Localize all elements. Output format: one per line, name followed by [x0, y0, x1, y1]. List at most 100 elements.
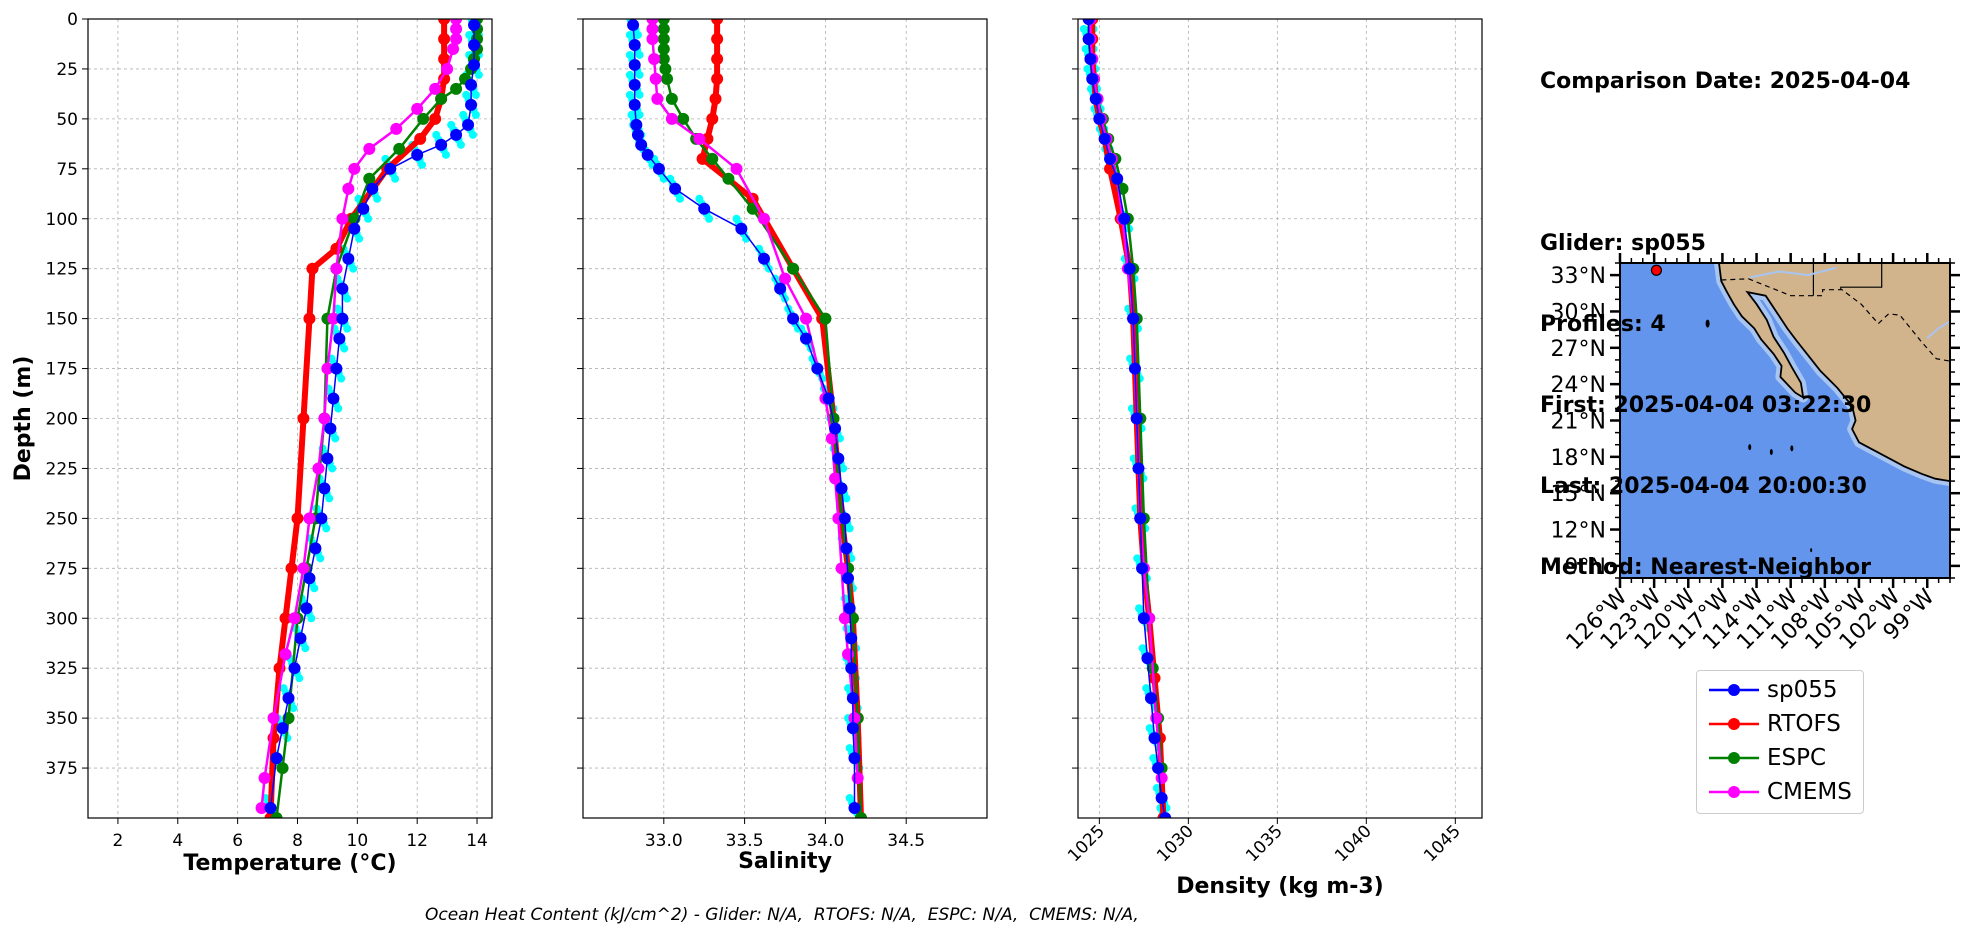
- data-point-cmems: [348, 162, 361, 175]
- data-point-espc: [363, 172, 376, 185]
- x-axis-label: Density (kg m-3): [1176, 874, 1384, 899]
- y-tick-label: 300: [46, 609, 78, 629]
- raw-glider-point: [839, 464, 848, 473]
- data-point-glider: [628, 78, 641, 91]
- data-point-espc: [659, 62, 672, 75]
- data-point-glider: [366, 182, 379, 195]
- raw-glider-point: [845, 524, 854, 533]
- data-point-glider: [845, 632, 858, 645]
- raw-glider-point: [635, 50, 644, 59]
- comparison-info: Comparison Date: 2025-04-04 Glider: sp05…: [1540, 14, 1910, 608]
- legend-label-cmems: CMEMS: [1767, 779, 1852, 805]
- x-tick-label: 4: [172, 831, 183, 851]
- data-point-glider: [628, 98, 641, 111]
- island: [1705, 319, 1710, 328]
- data-point-cmems: [450, 22, 463, 35]
- data-point-glider: [787, 312, 800, 325]
- raw-glider-point: [1164, 819, 1172, 827]
- y-tick-label: 125: [46, 260, 78, 280]
- x-tick-label: 33.5: [726, 831, 764, 851]
- last-profile-time: Last: 2025-04-04 20:00:30: [1540, 474, 1867, 499]
- data-point-glider: [435, 138, 448, 151]
- data-point-espc: [657, 32, 670, 45]
- data-point-glider: [294, 632, 307, 645]
- data-point-glider: [1155, 792, 1168, 805]
- data-point-cmems: [757, 212, 770, 225]
- data-point-glider: [303, 572, 316, 585]
- x-tick-label: 1030: [1153, 821, 1198, 866]
- legend-item-rtofs: RTOFS: [1697, 707, 1863, 741]
- data-point-glider: [757, 252, 770, 265]
- legend-marker-glider: [1709, 684, 1759, 696]
- raw-glider-point: [471, 110, 480, 119]
- data-point-glider: [843, 602, 856, 615]
- data-point-glider: [450, 128, 463, 141]
- data-point-rtofs: [414, 132, 427, 145]
- data-point-rtofs: [709, 92, 722, 105]
- data-point-glider: [288, 662, 301, 675]
- data-point-glider: [462, 118, 475, 131]
- data-point-espc: [657, 52, 670, 65]
- data-point-cmems: [288, 612, 301, 625]
- data-point-glider: [282, 692, 295, 705]
- data-point-cmems: [297, 562, 310, 575]
- data-point-glider: [1148, 732, 1161, 745]
- legend: sp055 RTOFS ESPC CMEMS: [1696, 670, 1864, 814]
- data-point-cmems: [648, 52, 661, 65]
- x-tick-label: 6: [232, 831, 243, 851]
- data-point-cmems: [441, 62, 454, 75]
- data-point-rtofs: [438, 32, 451, 45]
- y-tick-label: 75: [56, 160, 78, 180]
- data-point-cmems: [693, 132, 706, 145]
- first-profile-time: First: 2025-04-04 03:22:30: [1540, 393, 1872, 418]
- raw-glider-point: [842, 494, 851, 503]
- raw-glider-point: [468, 130, 477, 139]
- data-point-glider: [1082, 32, 1095, 45]
- data-point-espc: [435, 92, 448, 105]
- y-tick-label: 25: [56, 60, 78, 80]
- x-tick-label: 34.0: [806, 831, 844, 851]
- x-tick-label: 34.5: [887, 831, 925, 851]
- latitude-label: 18°N: [1551, 446, 1606, 471]
- profile-panel-1: 0 25 50 75 100 125 150 175 200 225 250 275 300 325 350…: [11, 10, 493, 876]
- data-point-espc: [657, 19, 670, 25]
- island: [1769, 449, 1773, 455]
- data-point-cmems: [318, 412, 331, 425]
- raw-glider-point: [289, 704, 298, 713]
- latitude-label: 21°N: [1551, 410, 1606, 435]
- data-point-cmems: [842, 648, 855, 661]
- raw-glider-point: [635, 90, 644, 99]
- data-point-glider: [669, 182, 682, 195]
- data-point-glider: [846, 692, 859, 705]
- legend-marker-rtofs: [1709, 718, 1759, 730]
- raw-glider-point: [355, 234, 364, 243]
- data-point-cmems: [450, 32, 463, 45]
- raw-glider-point: [628, 19, 629, 20]
- island: [1748, 444, 1752, 451]
- raw-glider-point: [316, 554, 325, 563]
- data-point-cmems: [825, 432, 838, 445]
- raw-glider-point: [1082, 10, 1090, 18]
- data-point-glider: [840, 542, 853, 555]
- data-point-glider: [327, 392, 340, 405]
- legend-label-rtofs: RTOFS: [1767, 711, 1841, 737]
- data-point-glider: [838, 512, 851, 525]
- data-point-rtofs: [303, 312, 316, 325]
- data-point-rtofs: [291, 512, 304, 525]
- data-point-rtofs: [438, 72, 451, 85]
- data-point-rtofs: [438, 19, 451, 25]
- raw-glider-point: [325, 494, 334, 503]
- data-point-cmems: [779, 272, 791, 285]
- raw-glider-point: [340, 344, 349, 353]
- data-point-espc: [393, 142, 406, 155]
- data-point-rtofs: [306, 262, 319, 275]
- profile-data: [625, 19, 867, 818]
- data-point-cmems: [651, 92, 664, 105]
- y-tick-label: 50: [56, 110, 78, 130]
- data-point-glider: [1144, 692, 1157, 705]
- data-point-cmems: [411, 102, 424, 115]
- data-point-glider: [846, 722, 859, 735]
- data-point-cmems: [800, 312, 813, 325]
- raw-glider-point: [343, 324, 352, 333]
- data-point-cmems: [649, 72, 662, 85]
